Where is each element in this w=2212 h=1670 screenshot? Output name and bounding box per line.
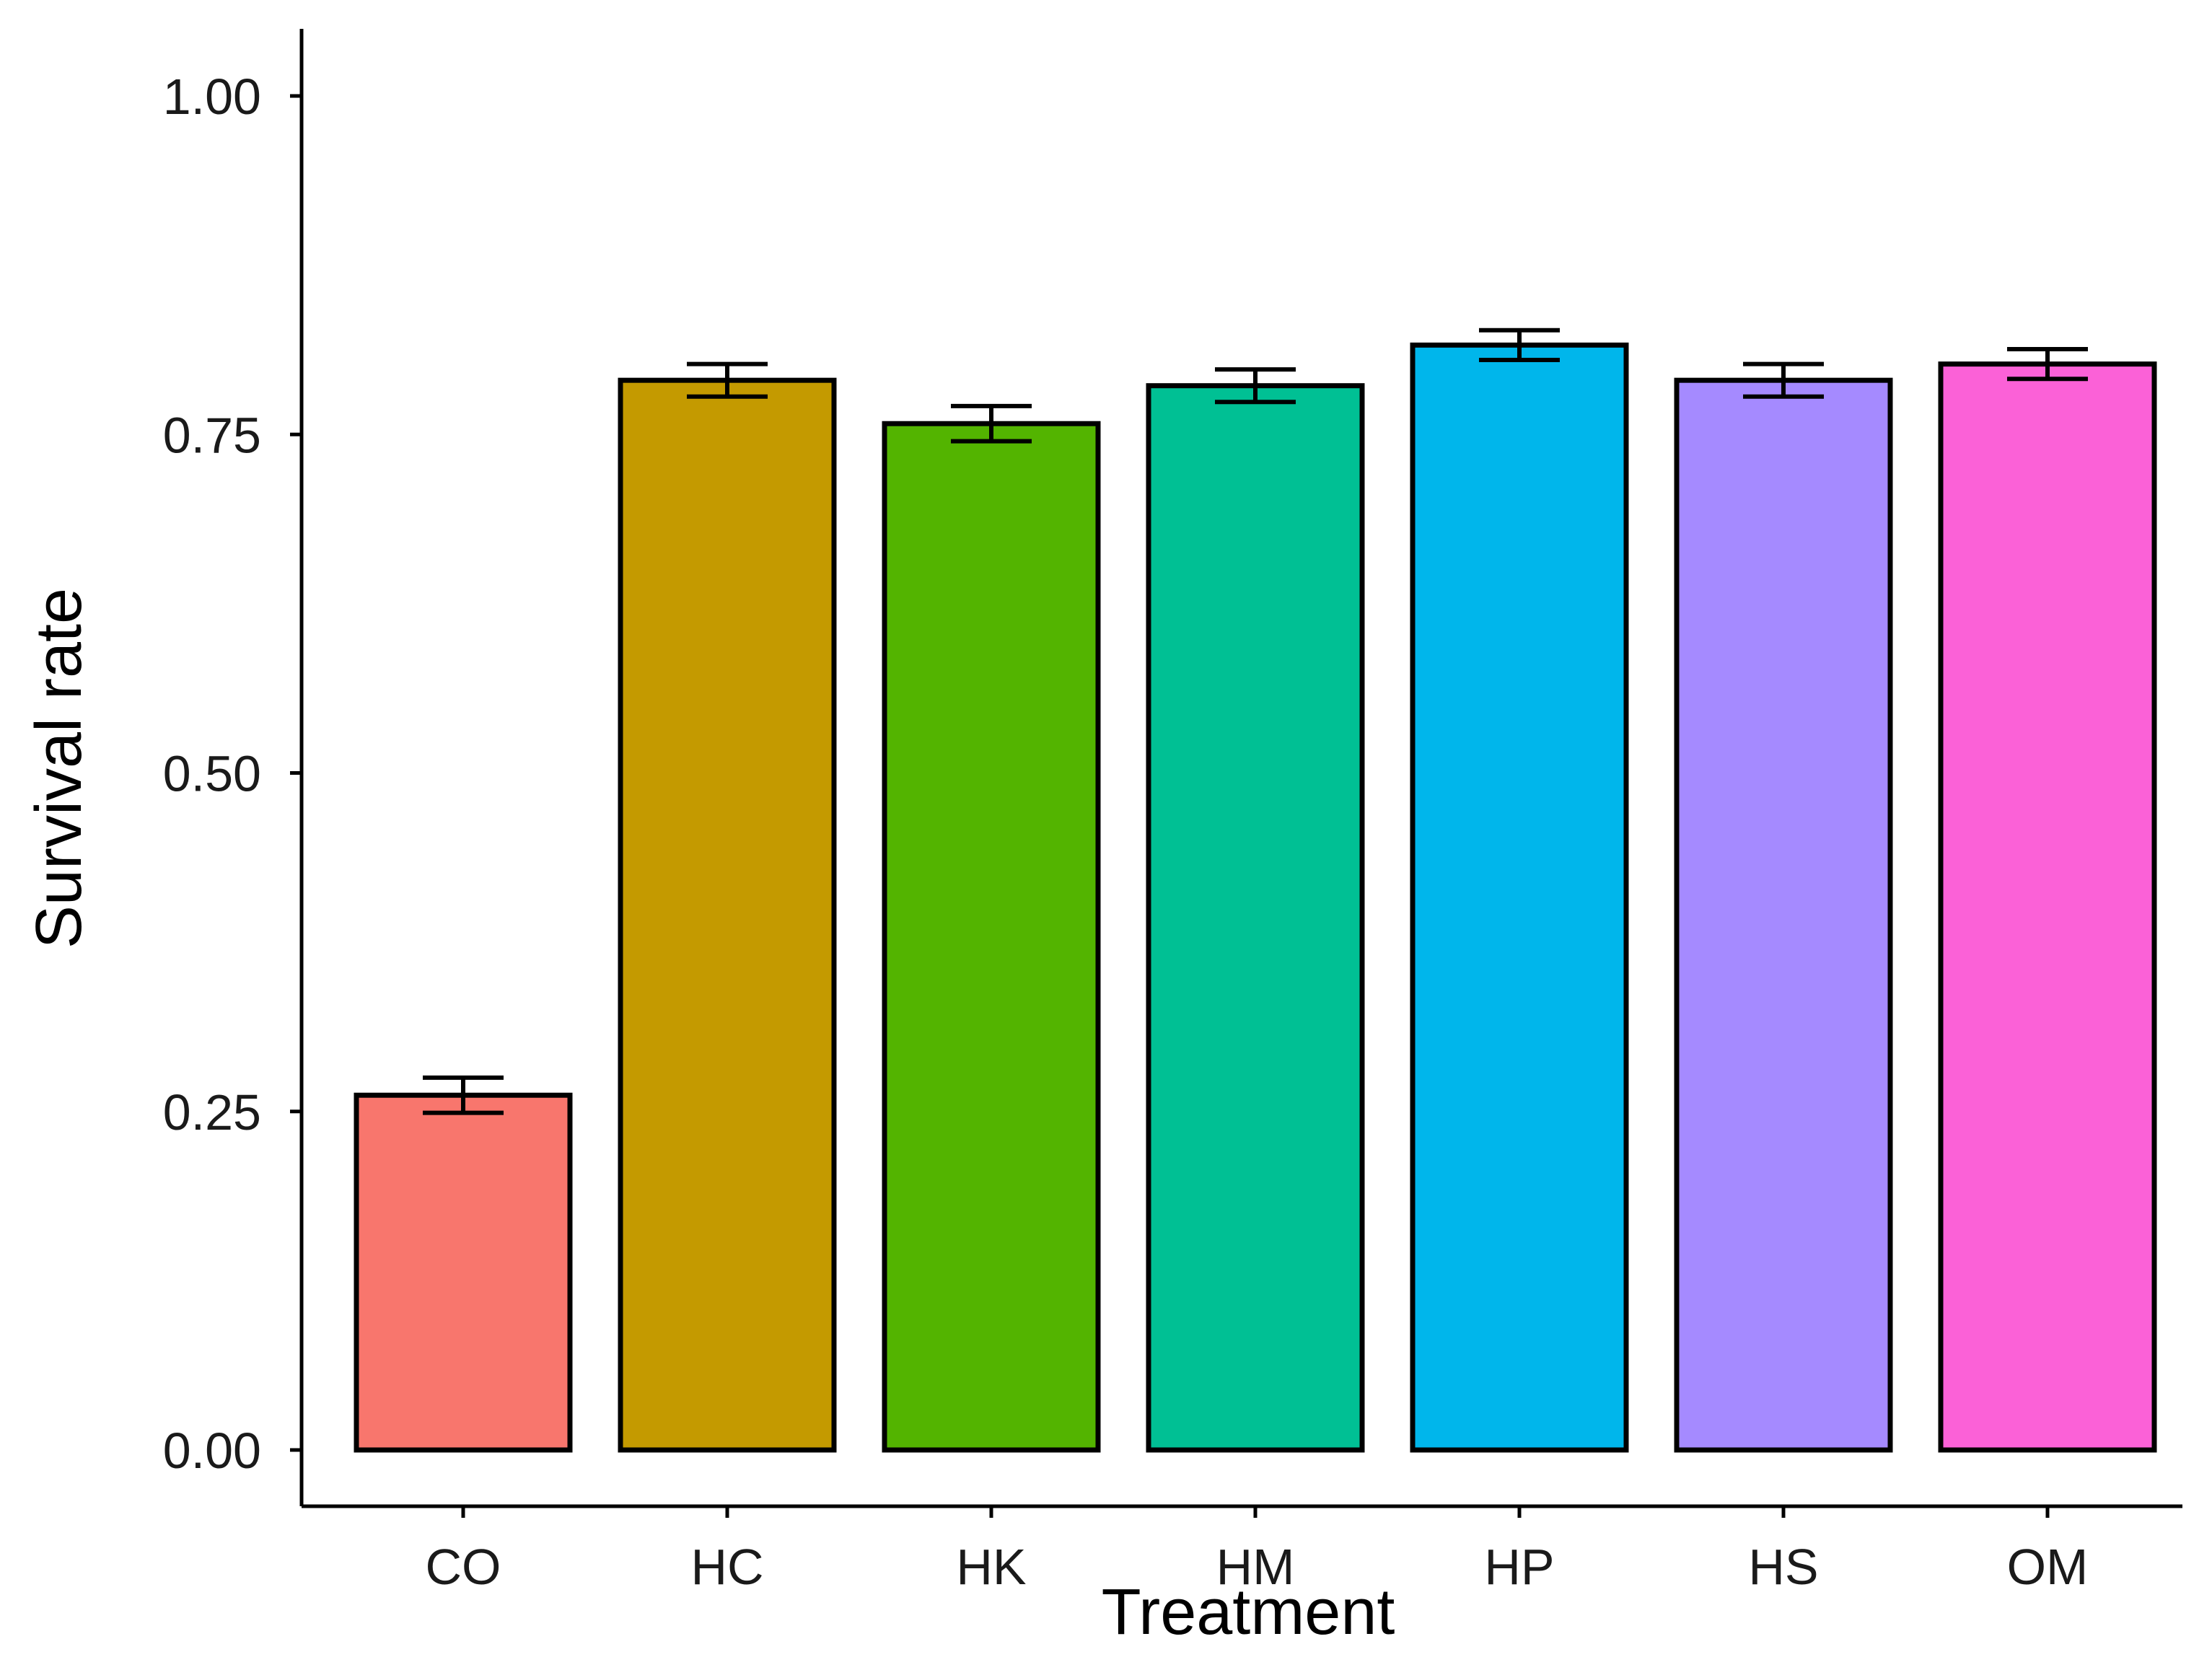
axes-layer [299, 29, 2182, 1508]
bar-hp [1410, 342, 1629, 1453]
y-tick-label: 0.00 [163, 1423, 261, 1479]
bar-hc [618, 377, 837, 1453]
x-tick-label-hp: HP [1484, 1539, 1554, 1595]
x-tick-label-om: OM [2007, 1539, 2089, 1595]
x-tick-label-co: CO [426, 1539, 501, 1595]
bar-co [354, 1092, 573, 1453]
error-bar-hm [1215, 367, 1296, 405]
x-tick-label-hc: HC [690, 1539, 763, 1595]
bar-hs [1674, 377, 1893, 1453]
y-tick-label: 0.50 [163, 746, 261, 802]
x-tick-label-hk: HK [956, 1539, 1026, 1595]
error-bar-om [2007, 346, 2088, 382]
bar-hm [1146, 383, 1365, 1453]
y-axis-title: Survival rate [23, 588, 95, 949]
error-bar-hk [951, 403, 1032, 444]
bar-hk [882, 421, 1101, 1453]
x-axis-title: Treatment [1102, 1576, 1395, 1648]
bar-om [1938, 361, 2157, 1453]
y-tick-label: 1.00 [163, 69, 261, 125]
x-tick-label-hs: HS [1748, 1539, 1818, 1595]
error-bar-hc [687, 361, 768, 399]
error-bars-layer [423, 328, 2088, 1115]
x-tick-label-hm: HM [1216, 1539, 1295, 1595]
error-bar-hs [1743, 361, 1824, 399]
y-tick-label: 0.75 [163, 407, 261, 463]
bars-layer [354, 342, 2157, 1453]
error-bar-hp [1479, 328, 1560, 363]
y-tick-label: 0.25 [163, 1084, 261, 1141]
error-bar-co [423, 1075, 504, 1115]
y-ticks-layer: 0.00 0.25 0.50 0.75 1.00 [163, 69, 302, 1479]
x-ticks-layer: CO HC HK HM HP HS OM [426, 1506, 2089, 1595]
